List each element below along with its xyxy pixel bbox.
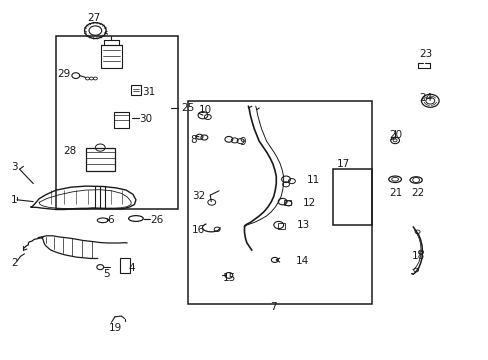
- Text: 20: 20: [388, 130, 401, 140]
- Text: 24: 24: [418, 93, 431, 103]
- Text: 29: 29: [58, 69, 71, 79]
- Bar: [131, 85, 141, 95]
- Text: 9: 9: [239, 137, 246, 147]
- Bar: [277, 223, 284, 229]
- Text: 13: 13: [297, 220, 310, 230]
- Text: 23: 23: [418, 49, 431, 59]
- Text: 1: 1: [11, 195, 18, 205]
- Bar: [283, 200, 291, 205]
- Bar: [332, 169, 371, 225]
- Text: 12: 12: [303, 198, 316, 208]
- Text: 19: 19: [108, 323, 122, 333]
- Text: 8: 8: [190, 135, 197, 145]
- Bar: [101, 45, 122, 68]
- Text: 11: 11: [306, 175, 320, 185]
- Text: 32: 32: [192, 191, 205, 201]
- Text: 18: 18: [411, 251, 424, 261]
- Text: 14: 14: [295, 256, 308, 266]
- Text: 16: 16: [192, 225, 205, 235]
- Text: 27: 27: [87, 13, 101, 23]
- Bar: [114, 112, 128, 128]
- Text: 6: 6: [107, 215, 114, 225]
- Text: 21: 21: [388, 188, 401, 198]
- Text: 3: 3: [11, 162, 18, 172]
- Bar: [85, 148, 115, 171]
- Text: 31: 31: [142, 87, 155, 97]
- Text: 22: 22: [410, 188, 423, 198]
- Text: 7: 7: [270, 302, 277, 312]
- Bar: [120, 258, 129, 273]
- Text: 26: 26: [150, 215, 163, 225]
- Text: 4: 4: [128, 263, 135, 273]
- Text: 25: 25: [181, 103, 194, 113]
- Bar: [56, 36, 178, 209]
- Text: 28: 28: [63, 146, 77, 156]
- Text: 30: 30: [139, 114, 152, 124]
- Text: 5: 5: [102, 269, 109, 279]
- Text: 10: 10: [199, 105, 211, 115]
- Bar: [188, 101, 371, 304]
- Text: 2: 2: [11, 258, 18, 268]
- Text: 17: 17: [336, 159, 349, 169]
- Text: 15: 15: [222, 273, 235, 283]
